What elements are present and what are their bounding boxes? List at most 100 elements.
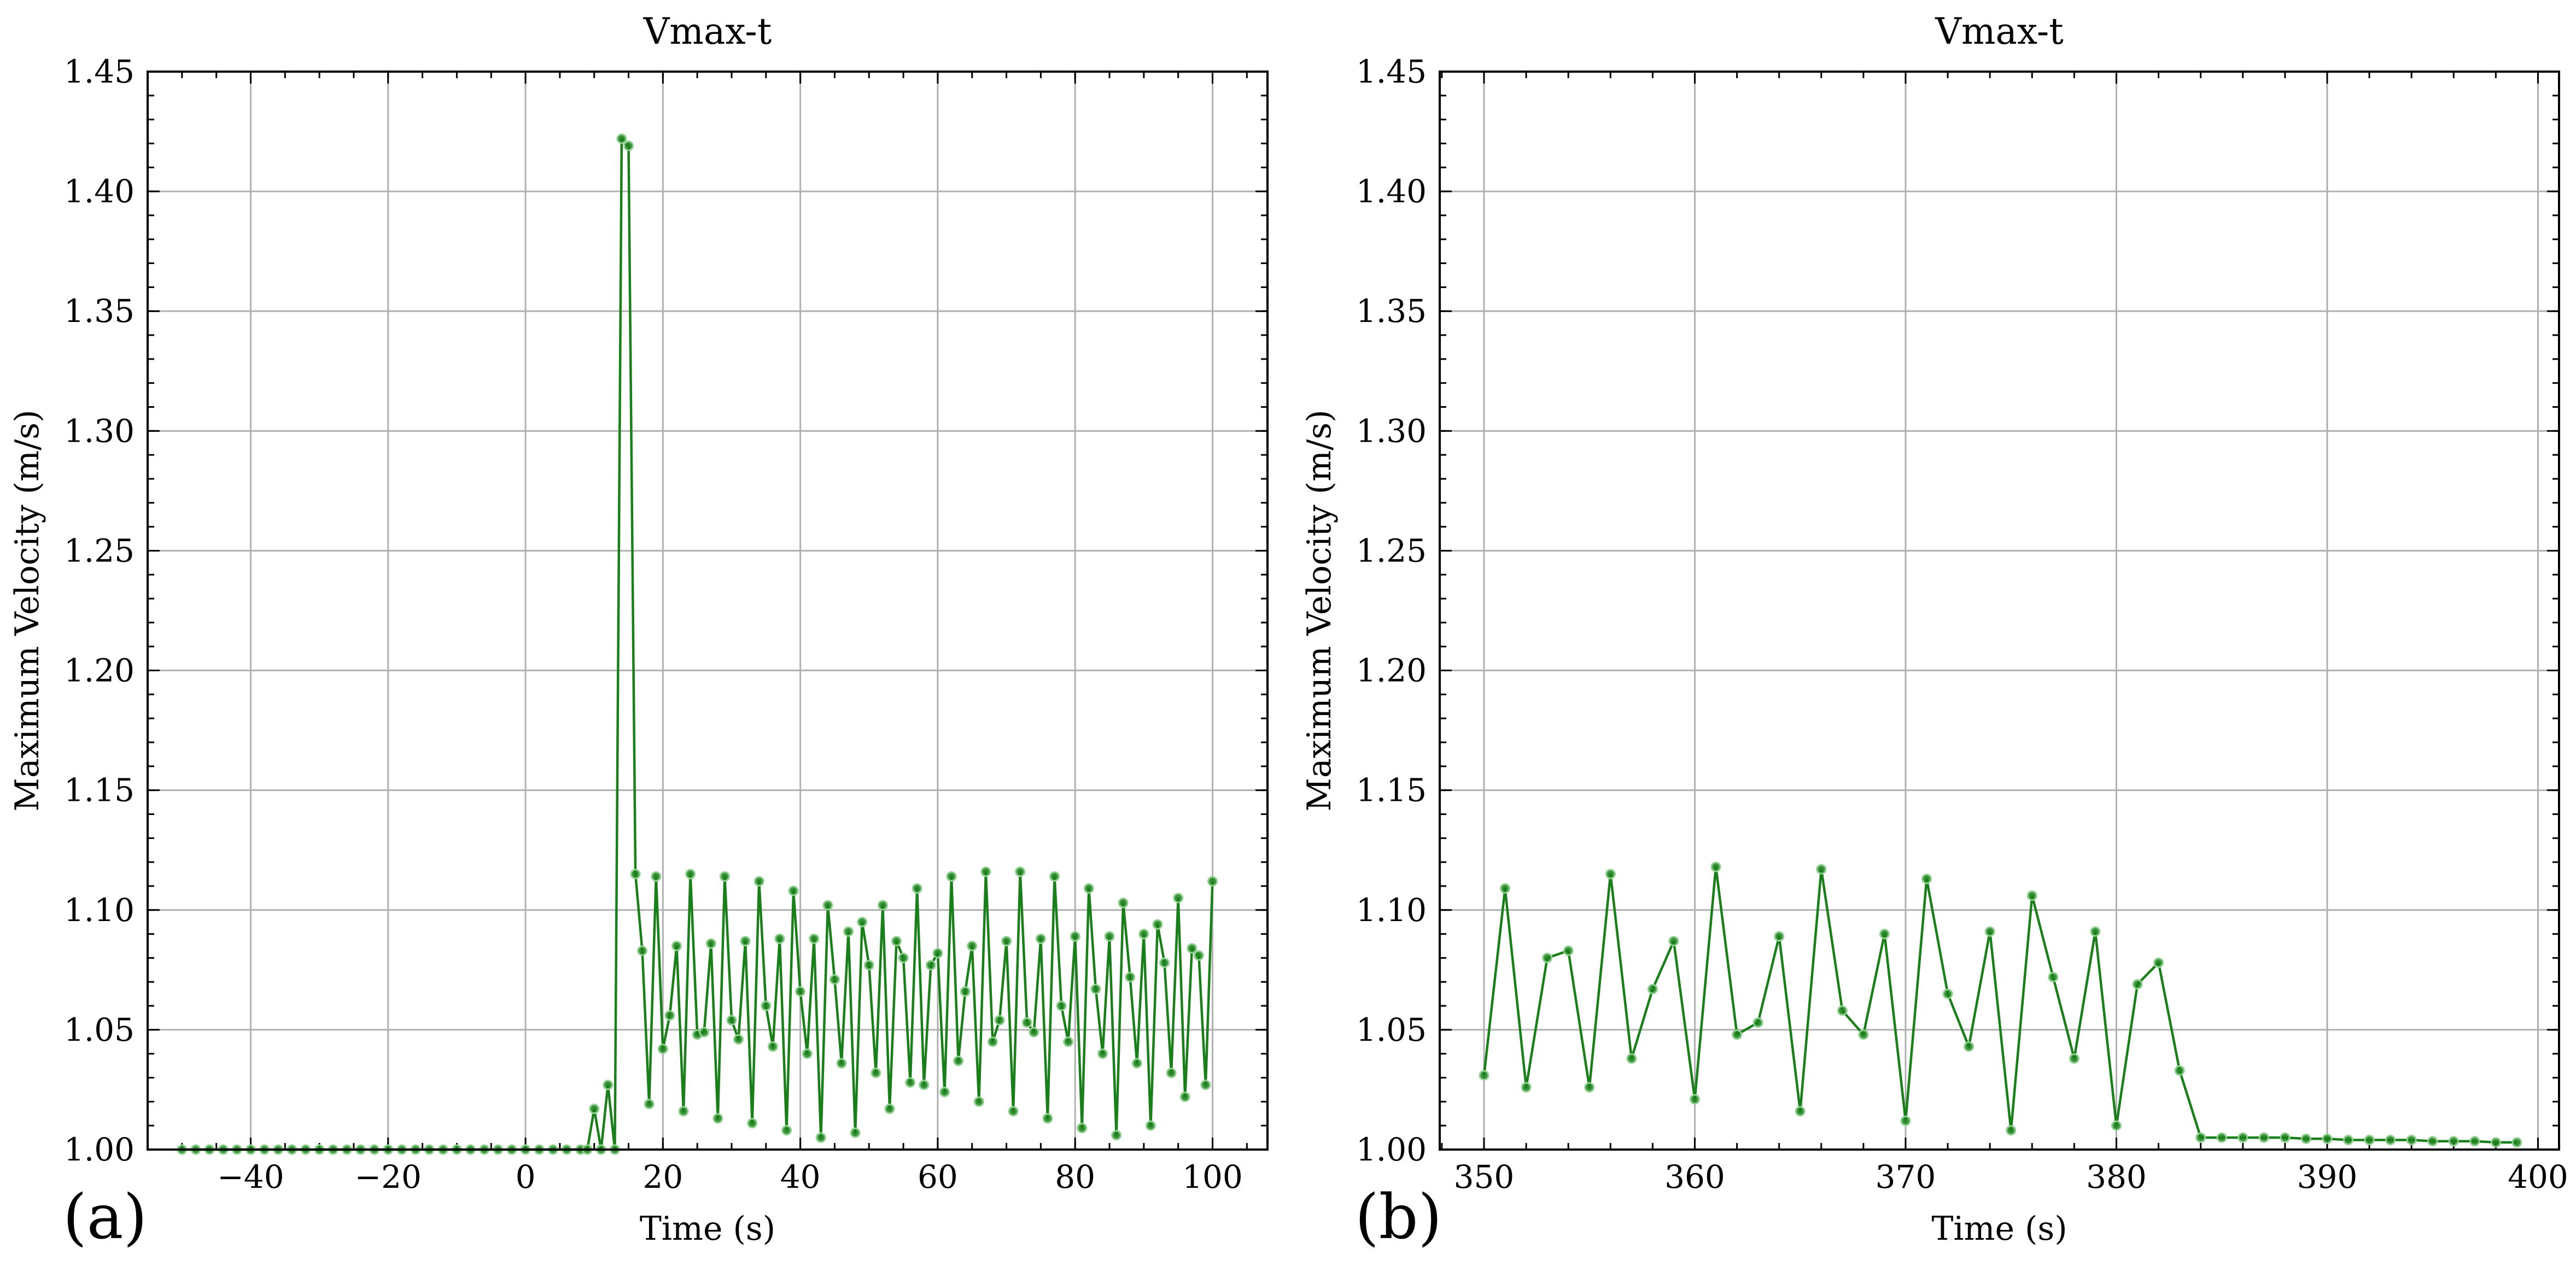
x-tick-label: 20 <box>642 1158 683 1195</box>
data-point <box>2490 1137 2501 1148</box>
data-point <box>2048 972 2059 982</box>
data-point <box>987 1036 998 1047</box>
data-point <box>2090 926 2101 937</box>
data-point <box>802 1048 813 1059</box>
data-point <box>705 938 716 949</box>
data-point <box>932 948 943 959</box>
data-point <box>761 1000 772 1011</box>
chart-panel-b: 350 360 370 380 390 400 1.00 1.05 1.10 1.15 1.20 1.… <box>1300 10 2568 1253</box>
data-point <box>678 1106 689 1117</box>
data-point <box>1774 931 1785 942</box>
data-point <box>1626 1053 1637 1064</box>
data-point <box>1816 864 1827 875</box>
data-point <box>2174 1065 2185 1076</box>
data-point <box>1753 1017 1763 1028</box>
data-point <box>1035 933 1046 944</box>
y-tick-label: 1.35 <box>64 292 135 330</box>
data-point <box>2280 1132 2291 1143</box>
data-point <box>1984 926 1995 937</box>
data-point <box>1001 936 1012 947</box>
data-point <box>1795 1106 1806 1117</box>
y-tick-label: 1.40 <box>64 173 135 210</box>
data-point <box>2069 1053 2080 1064</box>
data-point <box>1118 898 1129 908</box>
data-point <box>1563 945 1574 956</box>
data-point <box>850 1127 861 1138</box>
data-point <box>2469 1136 2480 1147</box>
y-tick-label: 1.35 <box>1356 292 1427 330</box>
data-point <box>1029 1027 1039 1037</box>
x-tick-label: 60 <box>918 1158 958 1195</box>
data-point <box>898 952 909 963</box>
data-point <box>2238 1132 2248 1143</box>
data-point <box>925 960 936 971</box>
data-point <box>657 1044 668 1054</box>
data-point <box>1179 1092 1190 1103</box>
data-point <box>1166 1068 1177 1078</box>
data-point <box>829 974 840 985</box>
x-axis-label: Time (s) <box>1931 1210 2067 1248</box>
data-point <box>623 140 634 151</box>
data-point <box>1173 893 1184 904</box>
y-tick-label: 1.30 <box>64 412 135 449</box>
data-point <box>1942 988 1953 999</box>
data-point <box>1111 1130 1122 1141</box>
data-point <box>1542 952 1553 963</box>
y-tick-label: 1.30 <box>1356 412 1427 449</box>
data-point <box>1015 866 1026 877</box>
data-point <box>1187 943 1198 954</box>
y-tick-label: 1.05 <box>64 1011 135 1048</box>
data-point <box>1207 876 1218 887</box>
y-axis-label: Maximum Velocity (m/s) <box>1300 410 1339 812</box>
data-point <box>795 986 806 997</box>
y-tick-label: 1.15 <box>1356 772 1427 809</box>
data-point <box>637 945 648 956</box>
data-point <box>1008 1106 1019 1117</box>
data-point <box>905 1077 916 1088</box>
data-point <box>1090 983 1101 994</box>
x-tick-label: 360 <box>1664 1158 1725 1195</box>
data-point <box>1056 1000 1067 1011</box>
data-point <box>1964 1041 1975 1052</box>
data-point <box>753 876 764 887</box>
data-point <box>953 1056 964 1066</box>
x-tick-label: 370 <box>1876 1158 1936 1195</box>
data-point <box>1732 1029 1743 1040</box>
data-point <box>1921 874 1932 884</box>
data-point <box>815 1132 826 1143</box>
chart-panel-a: −40 −20 0 20 40 60 80 100 1.00 1.05 1.10 1.15 1.20 1.… <box>8 10 1269 1253</box>
data-point <box>1837 1005 1848 1016</box>
x-tick-label: 400 <box>2508 1158 2568 1195</box>
y-tick-label: 1.45 <box>64 53 135 90</box>
chart-title: Vmax-t <box>1935 10 2063 52</box>
plot-frame <box>147 71 1269 1151</box>
data-point <box>1479 1070 1489 1081</box>
data-point <box>1077 1123 1088 1134</box>
chart-title: Vmax-t <box>643 10 772 52</box>
data-point <box>1710 861 1721 872</box>
x-tick-label: 0 <box>516 1158 536 1195</box>
data-point <box>891 936 902 947</box>
data-point <box>1647 983 1658 994</box>
x-tick-label: 350 <box>1454 1158 1515 1195</box>
data-point <box>2322 1133 2333 1144</box>
y-tick-label: 1.10 <box>1356 892 1427 929</box>
data-point <box>2448 1136 2459 1147</box>
y-tick-label: 1.00 <box>64 1131 135 1168</box>
data-point <box>871 1068 881 1078</box>
data-point <box>863 960 874 971</box>
panel-label: (a) <box>63 1182 147 1253</box>
data-point <box>1083 883 1094 894</box>
panel-label: (b) <box>1355 1182 1442 1253</box>
data-point <box>1097 1048 1108 1059</box>
data-point <box>1193 950 1204 961</box>
data-point <box>630 869 641 880</box>
data-point <box>740 936 751 947</box>
data-point <box>1042 1113 1053 1124</box>
data-point <box>671 941 682 951</box>
data-point <box>2006 1125 2017 1136</box>
data-point <box>726 1015 737 1025</box>
plot-frame <box>1439 71 2560 1151</box>
data-point <box>685 869 696 880</box>
